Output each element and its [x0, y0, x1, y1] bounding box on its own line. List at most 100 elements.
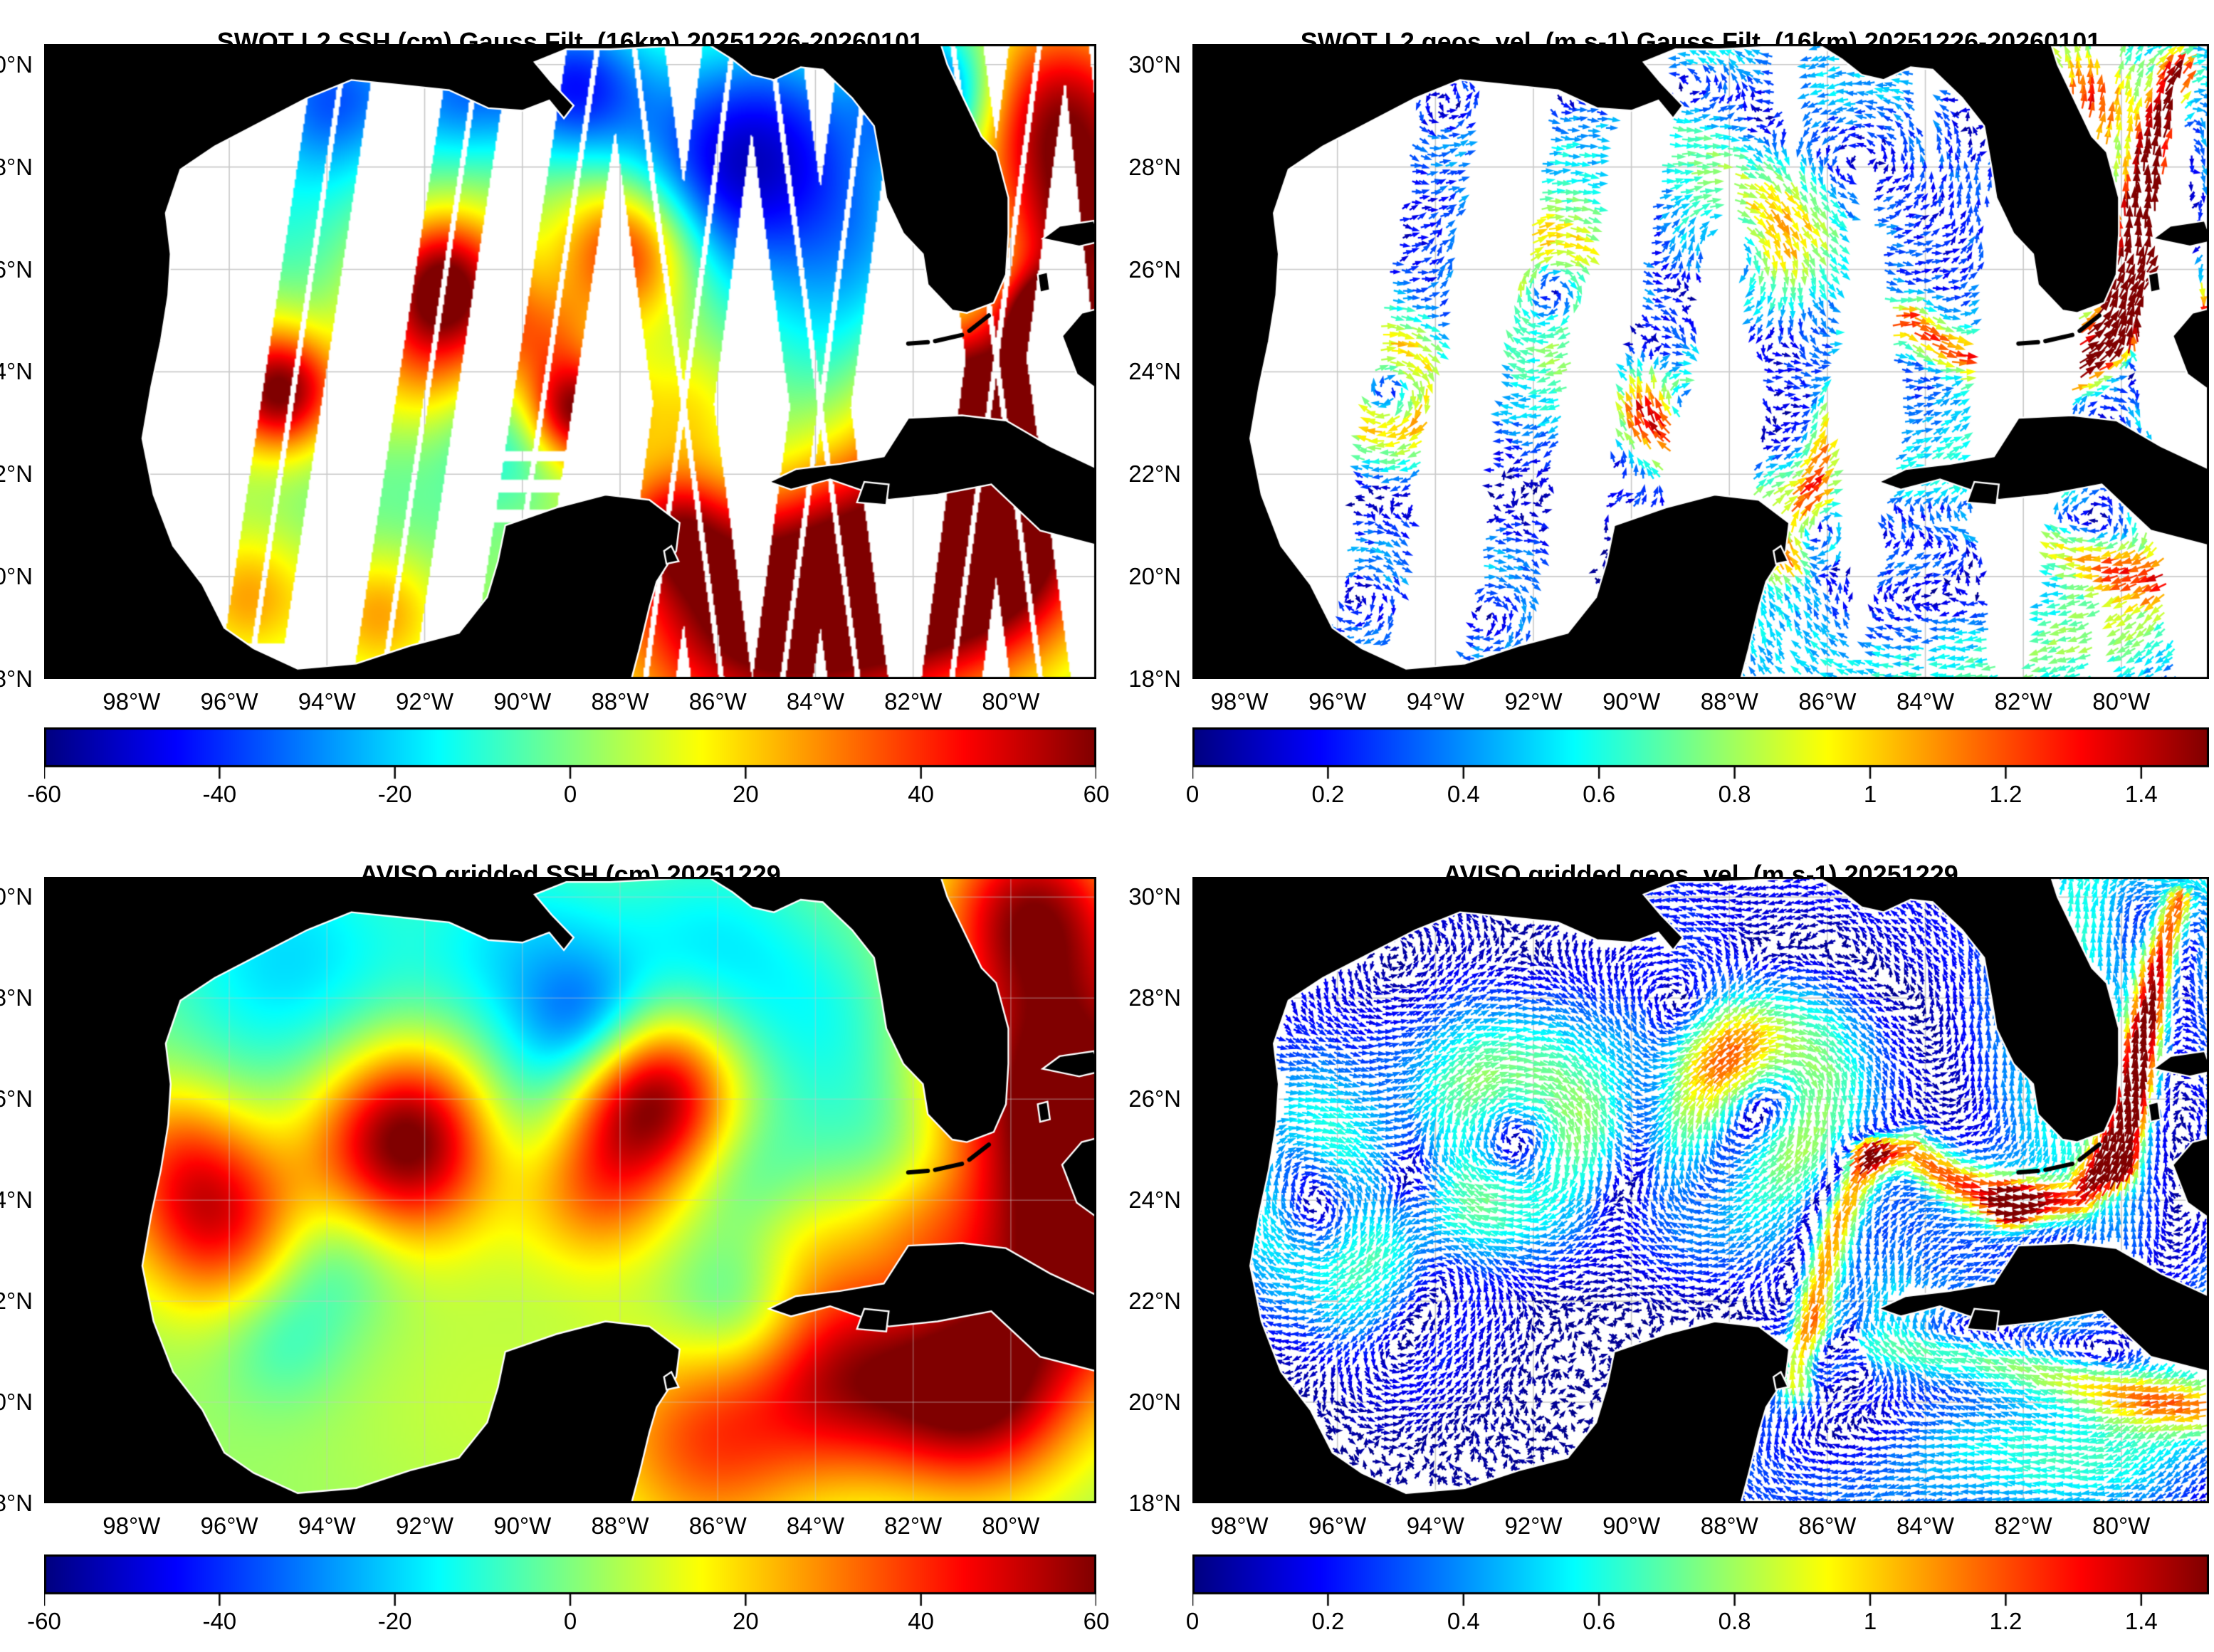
colorbar-tick-label: 1	[1863, 1608, 1877, 1634]
lon-tick-label: 80°W	[982, 688, 1040, 715]
colorbar-tick-label: 20	[732, 781, 759, 807]
colorbar-tick-label: 0.4	[1447, 1608, 1480, 1634]
lat-tick-label: 22°N	[0, 1288, 33, 1315]
lat-tick-label: 30°N	[1128, 51, 1181, 78]
lon-tick-label: 88°W	[591, 688, 649, 715]
colorbar-tick-label: 1.2	[1989, 1608, 2022, 1634]
colorbar-tick-label: 20	[732, 1608, 759, 1634]
lat-tick-label: 20°N	[1128, 563, 1181, 590]
lon-tick-label: 98°W	[103, 688, 161, 715]
colorbar-tick-label: 0.4	[1447, 781, 1480, 807]
aviso-vel-map-canvas	[1192, 877, 2209, 1503]
aviso-vel-colorbar-canvas	[1192, 1554, 2209, 1609]
lat-tick-label: 18°N	[1128, 1490, 1181, 1516]
colorbar-tick-label: 40	[908, 781, 935, 807]
colorbar-tick-label: 1.2	[1989, 781, 2022, 807]
lat-tick-label: 24°N	[1128, 358, 1181, 385]
colorbar-tick-label: -60	[27, 781, 61, 807]
colorbar-tick-label: 0	[1185, 781, 1200, 807]
lon-tick-label: 96°W	[200, 688, 258, 715]
lon-tick-label: 88°W	[1700, 688, 1758, 715]
lon-tick-label: 82°W	[1994, 1512, 2052, 1539]
lon-tick-label: 90°W	[1602, 688, 1661, 715]
lon-tick-label: 90°W	[493, 688, 552, 715]
colorbar-tick-label: -20	[377, 781, 412, 807]
colorbar-tick-label: 60	[1083, 1608, 1110, 1634]
lon-tick-label: 90°W	[1602, 1512, 1661, 1539]
lat-tick-label: 24°N	[0, 1187, 33, 1214]
lon-tick-label: 86°W	[688, 1512, 747, 1539]
lat-tick-label: 28°N	[1128, 153, 1181, 180]
lon-tick-label: 98°W	[103, 1512, 161, 1539]
colorbar-tick-label: 0	[1185, 1608, 1200, 1634]
lon-tick-label: 82°W	[884, 688, 943, 715]
lat-tick-label: 26°N	[1128, 1085, 1181, 1112]
swot-vel-map-canvas	[1192, 44, 2209, 679]
colorbar-tick-label: 0.6	[1583, 1608, 1616, 1634]
lon-tick-label: 84°W	[1896, 688, 1955, 715]
colorbar-tick-label: 60	[1083, 781, 1110, 807]
lon-tick-label: 84°W	[786, 688, 844, 715]
lon-tick-label: 96°W	[1308, 688, 1367, 715]
lon-tick-label: 92°W	[395, 688, 454, 715]
lon-tick-label: 96°W	[1308, 1512, 1367, 1539]
swot-ssh-colorbar-canvas	[44, 727, 1096, 782]
lat-tick-label: 26°N	[0, 1085, 33, 1112]
lon-tick-label: 80°W	[2092, 688, 2151, 715]
lat-tick-label: 26°N	[1128, 256, 1181, 283]
lat-tick-label: 26°N	[0, 256, 33, 283]
lat-tick-label: 24°N	[1128, 1187, 1181, 1214]
lat-tick-label: 24°N	[0, 358, 33, 385]
lon-tick-label: 94°W	[1406, 688, 1464, 715]
lon-tick-label: 80°W	[982, 1512, 1040, 1539]
colorbar-tick-label: -20	[377, 1608, 412, 1634]
colorbar-tick-label: 40	[908, 1608, 935, 1634]
colorbar-tick-label: 0.8	[1718, 781, 1751, 807]
colorbar-tick-label: 0.2	[1311, 1608, 1345, 1634]
colorbar-tick-label: 1.4	[2124, 1608, 2158, 1634]
colorbar-tick-label: 0	[563, 781, 577, 807]
colorbar-tick-label: 0.8	[1718, 1608, 1751, 1634]
colorbar-tick-label: 0	[563, 1608, 577, 1634]
lat-tick-label: 20°N	[0, 563, 33, 590]
lat-tick-label: 22°N	[1128, 461, 1181, 488]
lon-tick-label: 88°W	[1700, 1512, 1758, 1539]
lon-tick-label: 94°W	[298, 1512, 356, 1539]
lon-tick-label: 80°W	[2092, 1512, 2151, 1539]
lat-tick-label: 22°N	[1128, 1288, 1181, 1315]
lon-tick-label: 94°W	[1406, 1512, 1464, 1539]
lon-tick-label: 82°W	[1994, 688, 2052, 715]
lon-tick-label: 92°W	[1504, 1512, 1563, 1539]
swot-ssh-map-canvas	[44, 44, 1096, 679]
lon-tick-label: 86°W	[1798, 688, 1857, 715]
lat-tick-label: 18°N	[1128, 665, 1181, 692]
lon-tick-label: 86°W	[688, 688, 747, 715]
lon-tick-label: 98°W	[1210, 688, 1269, 715]
lon-tick-label: 90°W	[493, 1512, 552, 1539]
lat-tick-label: 30°N	[1128, 883, 1181, 910]
lon-tick-label: 92°W	[1504, 688, 1563, 715]
lon-tick-label: 82°W	[884, 1512, 943, 1539]
lat-tick-label: 28°N	[0, 153, 33, 180]
lat-tick-label: 28°N	[1128, 984, 1181, 1011]
colorbar-tick-label: 1	[1863, 781, 1877, 807]
lat-tick-label: 20°N	[1128, 1389, 1181, 1416]
lat-tick-label: 28°N	[0, 984, 33, 1011]
lon-tick-label: 84°W	[1896, 1512, 1955, 1539]
colorbar-tick-label: -40	[202, 781, 237, 807]
colorbar-tick-label: -40	[202, 1608, 237, 1634]
lat-tick-label: 30°N	[0, 51, 33, 78]
aviso-ssh-colorbar-canvas	[44, 1554, 1096, 1609]
lon-tick-label: 86°W	[1798, 1512, 1857, 1539]
colorbar-tick-label: -60	[27, 1608, 61, 1634]
colorbar-tick-label: 0.2	[1311, 781, 1345, 807]
lat-tick-label: 30°N	[0, 883, 33, 910]
lon-tick-label: 98°W	[1210, 1512, 1269, 1539]
lon-tick-label: 84°W	[786, 1512, 844, 1539]
lat-tick-label: 18°N	[0, 665, 33, 692]
lon-tick-label: 94°W	[298, 688, 356, 715]
swot-vel-colorbar-canvas	[1192, 727, 2209, 782]
lon-tick-label: 96°W	[200, 1512, 258, 1539]
colorbar-tick-label: 0.6	[1583, 781, 1616, 807]
